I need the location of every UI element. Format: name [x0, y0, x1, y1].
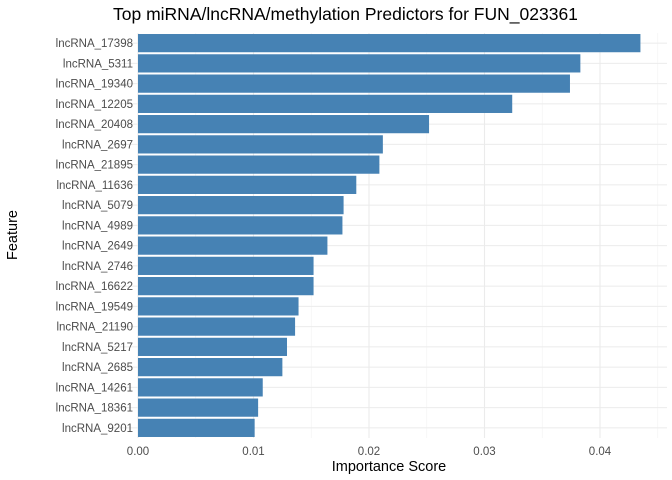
x-tick-label: 0.02 [358, 446, 380, 458]
x-tick-label: 0.01 [242, 446, 264, 458]
bar-lncrna-16622 [138, 277, 314, 296]
x-tick-label: 0.00 [127, 446, 149, 458]
x-tick-label: 0.03 [473, 446, 495, 458]
y-tick-label: lncRNA_2746 [62, 261, 133, 273]
bar-lncrna-2697 [138, 135, 383, 154]
bar-lncrna-5217 [138, 337, 287, 356]
y-tick-label: lncRNA_2697 [62, 139, 133, 151]
x-tick-label: 0.04 [589, 446, 612, 458]
bar-lncrna-2685 [138, 358, 283, 377]
bar-lncrna-9201 [138, 418, 255, 437]
y-tick-label: lncRNA_5217 [62, 342, 133, 354]
y-tick-label: lncRNA_21895 [56, 160, 133, 172]
bar-lncrna-17398 [138, 34, 641, 53]
bar-lncrna-18361 [138, 398, 259, 417]
y-tick-label: lncRNA_12205 [56, 99, 133, 111]
y-tick-label: lncRNA_14261 [56, 382, 133, 394]
y-tick-label: lncRNA_5311 [63, 58, 133, 70]
bar-lncrna-14261 [138, 378, 263, 397]
y-tick-label: lncRNA_17398 [56, 38, 133, 50]
y-tick-label: lncRNA_16622 [56, 281, 133, 293]
y-tick-label: lncRNA_11636 [56, 180, 133, 192]
grid [113, 33, 667, 438]
y-tick-label: lncRNA_18361 [56, 403, 133, 415]
bars [138, 34, 641, 437]
bar-lncrna-21190 [138, 317, 296, 336]
bar-lncrna-19340 [138, 74, 570, 93]
bar-lncrna-4989 [138, 216, 343, 235]
y-tick-label: lncRNA_20408 [56, 119, 133, 131]
bar-lncrna-12205 [138, 94, 513, 113]
x-axis-title: Importance Score [332, 459, 446, 475]
chart-title: Top miRNA/lncRNA/methylation Predictors … [113, 4, 578, 25]
y-tick-label: lncRNA_5079 [62, 200, 133, 212]
y-tick-label: lncRNA_19340 [56, 79, 133, 91]
x-tick-labels: 0.00 0.01 0.02 0.03 0.04 [127, 446, 612, 458]
bar-lncrna-5311 [138, 54, 581, 73]
y-tick-label: lncRNA_4989 [62, 220, 133, 232]
bar-lncrna-2746 [138, 256, 314, 275]
bar-lncrna-5079 [138, 196, 344, 215]
y-tick-label: lncRNA_2685 [62, 362, 133, 374]
bar-lncrna-19549 [138, 297, 299, 316]
bar-lncrna-20408 [138, 115, 430, 134]
y-tick-label: lncRNA_21190 [56, 322, 133, 334]
y-tick-labels: lncRNA_17398 lncRNA_5311 lncRNA_19340 lncRN… [56, 38, 133, 435]
y-tick-label: lncRNA_9201 [62, 423, 133, 435]
bar-lncrna-21895 [138, 155, 380, 174]
y-tick-label: lncRNA_2649 [62, 241, 133, 253]
y-tick-label: lncRNA_19549 [56, 301, 133, 313]
bar-lncrna-11636 [138, 175, 357, 194]
bar-lncrna-2649 [138, 236, 328, 255]
y-axis-title: Feature [5, 210, 21, 260]
